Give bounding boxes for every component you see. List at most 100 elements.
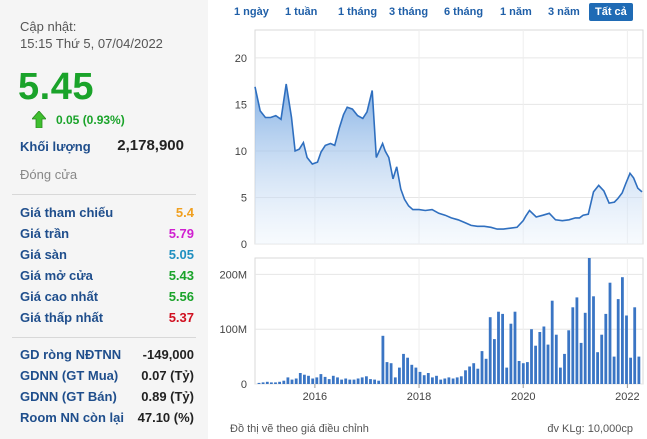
- volume-bar: [505, 367, 509, 384]
- volume-bar: [633, 307, 637, 384]
- volume-bar: [402, 353, 405, 384]
- tab-3-years[interactable]: 3 năm: [548, 6, 580, 18]
- volume-bar: [278, 381, 281, 384]
- price-y-tick-label: 0: [241, 239, 247, 251]
- volume-bar: [398, 367, 401, 384]
- price-row: Giá mở cửa 5.43: [20, 268, 196, 286]
- tab-all[interactable]: Tất cả: [589, 3, 633, 21]
- volume-bar: [315, 377, 319, 384]
- volume-bar: [575, 297, 579, 384]
- volume-bar: [290, 379, 294, 384]
- price-row-value: 5.79: [168, 226, 194, 241]
- price-chart: 0 5 10 15 20: [235, 29, 644, 251]
- volume-bar: [521, 363, 525, 384]
- volume-bar: [303, 374, 306, 384]
- tab-6-months[interactable]: 6 tháng: [444, 6, 484, 18]
- price-row-value: 5.4: [175, 205, 194, 220]
- volume-bar: [464, 370, 467, 384]
- price-row-label: Giá tham chiếu: [20, 205, 114, 220]
- update-time: 15:15 Thứ 5, 07/04/2022: [20, 36, 163, 51]
- volume-bar: [369, 379, 372, 384]
- footnote-adjusted: Đồ thị vẽ theo giá điều chỉnh: [230, 423, 369, 435]
- volume-bar: [530, 329, 533, 384]
- volume-bar: [604, 313, 608, 384]
- volume-bar: [327, 379, 331, 384]
- foreign-row-label: Room NN còn lại: [20, 410, 125, 425]
- volume-bar: [550, 300, 554, 384]
- volume-bar: [393, 377, 397, 384]
- price-row: Giá tham chiếu 5.4: [20, 205, 196, 223]
- volume-bar: [410, 364, 414, 384]
- price-row: Giá sàn 5.05: [20, 247, 196, 265]
- foreign-row-label: GD ròng NĐTNN: [20, 347, 122, 362]
- price-row-value: 5.05: [168, 247, 194, 262]
- price-row: Giá cao nhất 5.56: [20, 289, 196, 307]
- tab-1-month[interactable]: 1 tháng: [338, 6, 378, 18]
- volume-y-tick-label: 200M: [219, 269, 247, 281]
- volume-bar: [468, 366, 471, 384]
- price-row-label: Giá trần: [20, 226, 70, 241]
- volume-bar: [431, 377, 434, 384]
- volume-bar: [344, 378, 348, 384]
- volume-bar: [488, 317, 492, 384]
- volume-bar: [307, 375, 310, 384]
- volume-bar: [294, 378, 298, 384]
- volume-bar: [356, 378, 360, 384]
- volume-bar: [298, 373, 302, 384]
- x-tick-label: 2020: [511, 391, 535, 403]
- volume-bar: [472, 363, 476, 384]
- volume-bar: [513, 311, 517, 384]
- foreign-row: Room NN còn lại 47.10 (%): [20, 410, 196, 428]
- volume-bar: [579, 342, 583, 384]
- tab-1-week[interactable]: 1 tuần: [285, 6, 318, 18]
- volume-value: 2,178,900: [117, 137, 184, 154]
- volume-bar: [526, 362, 529, 384]
- foreign-row-value: -149,000: [142, 347, 194, 362]
- volume-bar: [389, 363, 393, 384]
- volume-bar: [501, 313, 504, 384]
- volume-y-tick-label: 0: [241, 379, 247, 391]
- foreign-row-value: 0.07 (Tỷ): [141, 368, 194, 383]
- price-change: 0.05 (0.93%): [56, 113, 125, 127]
- volume-bar: [348, 379, 352, 384]
- price-line: [254, 83, 643, 230]
- volume-bar: [608, 282, 612, 384]
- price-y-tick-label: 5: [241, 192, 247, 204]
- volume-bar: [497, 311, 500, 384]
- volume-bar: [352, 379, 356, 384]
- price-row-label: Giá mở cửa: [20, 268, 93, 283]
- price-row-label: Giá cao nhất: [20, 289, 99, 304]
- volume-bar: [261, 382, 265, 384]
- volume-bar: [534, 345, 537, 384]
- volume-bar: [426, 373, 430, 384]
- tab-1-day[interactable]: 1 ngày: [234, 6, 269, 18]
- current-price: 5.45: [18, 66, 94, 108]
- foreign-row-label: GDNN (GT Bán): [20, 389, 117, 404]
- foreign-row-value: 47.10 (%): [137, 410, 194, 425]
- tab-3-months[interactable]: 3 tháng: [389, 6, 429, 18]
- quote-panel: Cập nhật: 15:15 Thứ 5, 07/04/2022 5.45 0…: [0, 0, 208, 439]
- volume-bar: [451, 378, 455, 384]
- volume-bar: [596, 352, 599, 384]
- price-y-tick-label: 20: [235, 53, 247, 65]
- volume-bar: [493, 339, 496, 384]
- volume-label: Khối lượng: [20, 139, 91, 154]
- tab-1-year[interactable]: 1 năm: [500, 6, 532, 18]
- volume-bar: [311, 378, 315, 384]
- volume-bar: [422, 375, 426, 384]
- volume-bar: [265, 381, 269, 384]
- volume-bar: [365, 376, 368, 384]
- volume-bar: [629, 357, 632, 384]
- price-y-tick-label: 10: [235, 146, 247, 158]
- volume-bar: [373, 379, 376, 384]
- foreign-row: GDNN (GT Mua) 0.07 (Tỷ): [20, 368, 196, 386]
- price-row-value: 5.37: [168, 310, 194, 325]
- trading-status: Đóng cửa: [20, 167, 78, 182]
- volume-bar: [340, 379, 343, 384]
- volume-bar: [600, 334, 604, 384]
- volume-bar: [625, 315, 628, 384]
- volume-bar: [418, 371, 422, 384]
- foreign-row-label: GDNN (GT Mua): [20, 368, 119, 383]
- volume-bar: [538, 332, 542, 384]
